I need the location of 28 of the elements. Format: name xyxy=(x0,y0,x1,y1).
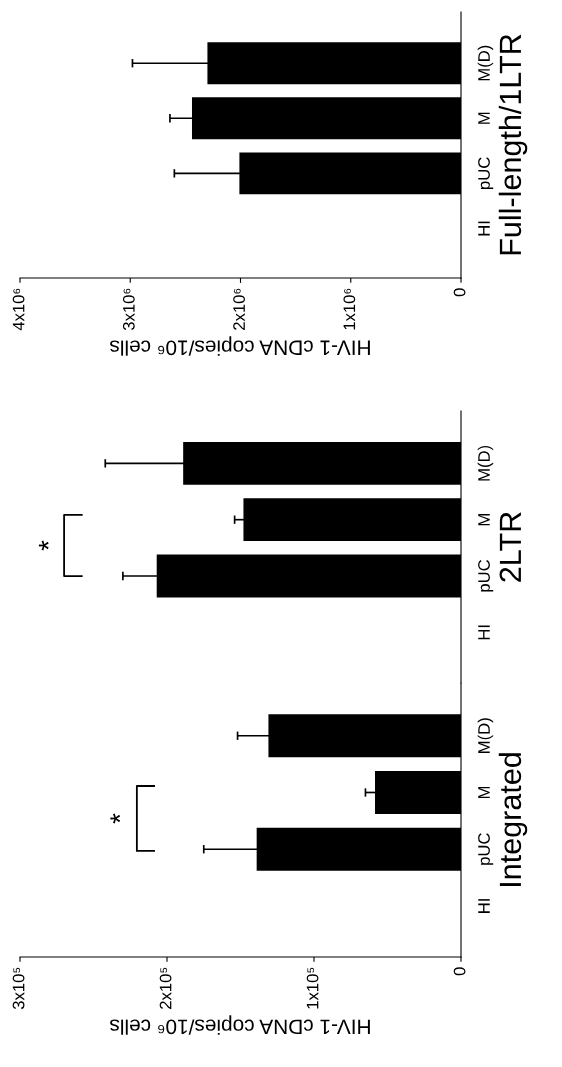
y-tick-label: HI xyxy=(478,899,490,913)
annotation: * xyxy=(38,540,49,551)
y-axis-title: Full-length/1LTR xyxy=(498,34,528,255)
x-tick-label: 1x10⁵ xyxy=(306,967,319,1009)
x-tick-label: 0 xyxy=(453,288,466,297)
x-tick-label: 2x10⁶ xyxy=(233,288,245,330)
x-tick-label: 2x10⁵ xyxy=(159,967,172,1009)
x-tick-label: 3x10⁶ xyxy=(122,288,135,331)
annotation: * xyxy=(110,813,121,824)
y-tick-label: pUC xyxy=(478,157,494,189)
y-tick-label: M(D) xyxy=(477,445,494,481)
y-tick-label: M xyxy=(478,786,490,799)
x-tick-label: 0 xyxy=(453,967,466,976)
y-tick-label: M xyxy=(478,112,490,124)
y-tick-label: pUC xyxy=(478,559,494,592)
y-tick-label: M xyxy=(478,514,490,526)
x-tick-label: 4x10⁶ xyxy=(12,288,25,331)
y-tick-label: HI xyxy=(478,221,490,236)
y-tick-label: HI xyxy=(478,625,490,640)
x-axis-title: HIV-1 cDNA copies/10⁶ cells xyxy=(110,336,370,356)
y-tick-label: M(D) xyxy=(477,45,494,81)
y-axis-title: 2LTR xyxy=(499,512,521,582)
y-axis-title: Integrated xyxy=(498,753,528,886)
x-tick-label: 3x10⁵ xyxy=(12,967,25,1010)
y-tick-label: M(D) xyxy=(477,718,494,753)
y-tick-label: pUC xyxy=(478,833,494,865)
x-tick-label: 1x10⁶ xyxy=(343,288,356,330)
x-axis-title: HIV-1 cDNA copies/10⁶ cells xyxy=(110,1015,370,1035)
